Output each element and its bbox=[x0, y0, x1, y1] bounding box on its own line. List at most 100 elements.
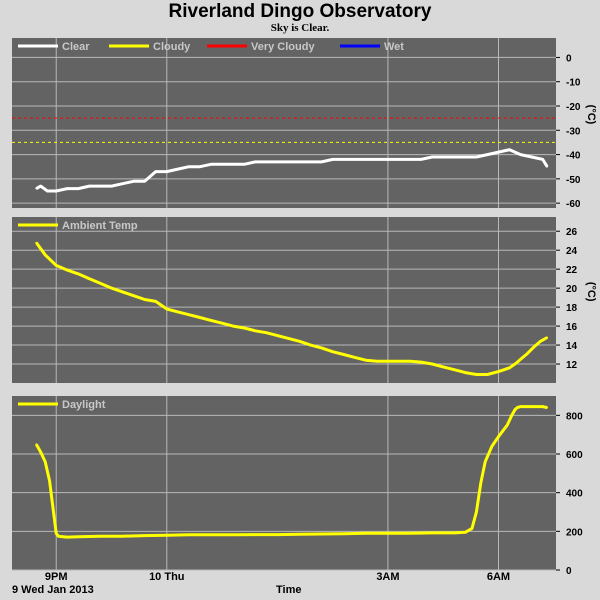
data-point-daylight-15 bbox=[210, 533, 212, 536]
data-point-cloud-19 bbox=[232, 163, 235, 166]
data-point-ambient-14 bbox=[188, 313, 190, 316]
legend-label-cloudy: Cloudy bbox=[153, 41, 191, 53]
data-point-daylight-30 bbox=[479, 482, 482, 484]
data-point-daylight-19 bbox=[298, 533, 301, 536]
y-tick-label-daylight-4: 0 bbox=[566, 566, 572, 577]
data-point-cloud-8 bbox=[110, 185, 113, 188]
data-point-daylight-9 bbox=[77, 535, 80, 538]
data-point-cloud-40 bbox=[464, 156, 467, 158]
series-line-ambient-temp bbox=[35, 241, 548, 376]
data-point-ambient-6 bbox=[99, 282, 102, 285]
data-point-cloud-47 bbox=[541, 158, 544, 161]
data-point-cloud-3 bbox=[55, 190, 58, 192]
data-point-cloud-0 bbox=[35, 187, 38, 190]
data-point-daylight-31 bbox=[484, 460, 487, 463]
data-point-daylight-24 bbox=[409, 532, 411, 535]
data-point-cloud-37 bbox=[431, 156, 434, 158]
data-point-ambient-8 bbox=[121, 291, 124, 293]
data-point-cloud-10 bbox=[132, 180, 135, 183]
data-point-ambient-11 bbox=[154, 300, 157, 303]
data-point-ambient-29 bbox=[353, 356, 356, 359]
y-tick-label-daylight-3: 200 bbox=[566, 527, 583, 538]
legend-label-wet: Wet bbox=[384, 41, 404, 53]
data-point-ambient-4 bbox=[77, 273, 80, 275]
legend-label-clear: Clear bbox=[62, 41, 90, 53]
data-point-daylight-28 bbox=[471, 527, 473, 530]
data-point-cloud-38 bbox=[442, 156, 445, 158]
x-tick-label-3: 6AM bbox=[487, 571, 510, 583]
data-point-ambient-47 bbox=[532, 346, 535, 348]
data-point-ambient-5 bbox=[88, 277, 91, 280]
data-point-cloud-2 bbox=[46, 190, 49, 192]
data-point-cloud-22 bbox=[265, 160, 268, 163]
data-point-daylight-2 bbox=[44, 460, 47, 463]
data-point-ambient-27 bbox=[331, 350, 334, 353]
data-point-daylight-5 bbox=[55, 532, 58, 535]
data-point-daylight-32 bbox=[490, 445, 493, 448]
y-tick-label-ambient-6: 14 bbox=[566, 341, 578, 352]
data-point-cloud-41 bbox=[475, 156, 478, 158]
data-point-cloud-31 bbox=[364, 158, 367, 161]
data-point-daylight-39 bbox=[519, 405, 522, 408]
data-point-cloud-24 bbox=[287, 160, 290, 163]
data-point-ambient-2 bbox=[55, 264, 58, 267]
data-point-cloud-35 bbox=[409, 158, 411, 161]
data-point-ambient-17 bbox=[221, 322, 223, 325]
y-tick-label-daylight-2: 400 bbox=[566, 489, 583, 500]
y-tick-label-ambient-3: 20 bbox=[566, 284, 578, 295]
data-point-ambient-34 bbox=[409, 360, 411, 363]
data-point-cloud-1 bbox=[39, 185, 42, 188]
data-point-ambient-48 bbox=[539, 340, 542, 343]
data-point-ambient-40 bbox=[475, 373, 478, 376]
data-point-ambient-15 bbox=[199, 316, 201, 319]
data-point-cloud-25 bbox=[298, 160, 301, 163]
data-point-ambient-38 bbox=[453, 368, 456, 371]
data-point-ambient-37 bbox=[442, 365, 445, 368]
data-point-ambient-20 bbox=[254, 329, 257, 332]
data-point-cloud-26 bbox=[309, 160, 312, 163]
data-point-cloud-28 bbox=[331, 158, 334, 161]
data-point-daylight-21 bbox=[342, 532, 345, 535]
y-axis-unit-cloud: (°C) bbox=[585, 105, 597, 125]
date-label: 9 Wed Jan 2013 bbox=[12, 584, 94, 596]
data-point-cloud-43 bbox=[497, 151, 500, 154]
data-point-cloud-44 bbox=[508, 148, 511, 151]
x-axis-title: Time bbox=[276, 584, 302, 596]
data-point-ambient-33 bbox=[398, 360, 400, 363]
y-tick-label-cloud-3: -30 bbox=[566, 126, 581, 137]
y-tick-label-ambient-1: 24 bbox=[566, 246, 578, 257]
data-point-daylight-11 bbox=[121, 535, 124, 538]
y-tick-label-ambient-7: 12 bbox=[566, 360, 578, 371]
data-point-cloud-6 bbox=[88, 185, 91, 188]
y-tick-label-cloud-2: -20 bbox=[566, 102, 581, 113]
data-point-daylight-35 bbox=[506, 424, 509, 426]
data-point-daylight-26 bbox=[453, 531, 456, 534]
data-point-ambient-28 bbox=[342, 353, 345, 356]
data-point-daylight-12 bbox=[143, 534, 146, 537]
data-point-cloud-16 bbox=[199, 165, 201, 168]
data-point-cloud-11 bbox=[143, 180, 146, 183]
data-point-daylight-20 bbox=[320, 533, 323, 535]
data-point-daylight-7 bbox=[61, 535, 64, 538]
data-point-cloud-20 bbox=[243, 163, 246, 166]
data-point-daylight-1 bbox=[39, 451, 42, 453]
data-point-ambient-45 bbox=[519, 358, 522, 361]
data-point-cloud-46 bbox=[530, 156, 533, 158]
data-point-daylight-27 bbox=[464, 531, 467, 534]
data-point-ambient-13 bbox=[176, 310, 179, 313]
data-point-cloud-36 bbox=[420, 158, 423, 161]
legend-label-very-cloudy: Very Cloudy bbox=[251, 41, 315, 53]
data-point-ambient-9 bbox=[132, 294, 135, 297]
data-point-cloud-17 bbox=[210, 163, 212, 166]
data-point-ambient-26 bbox=[320, 347, 323, 349]
data-point-cloud-14 bbox=[176, 168, 179, 171]
x-tick-label-0: 9PM bbox=[45, 571, 68, 583]
x-tick-label-2: 3AM bbox=[376, 571, 399, 583]
data-point-daylight-34 bbox=[502, 429, 504, 432]
data-point-ambient-18 bbox=[232, 325, 235, 327]
data-point-cloud-21 bbox=[254, 160, 257, 163]
y-tick-label-cloud-4: -40 bbox=[566, 151, 581, 162]
data-point-cloud-45 bbox=[519, 153, 522, 156]
data-point-ambient-44 bbox=[515, 362, 518, 364]
data-point-cloud-33 bbox=[387, 158, 389, 161]
